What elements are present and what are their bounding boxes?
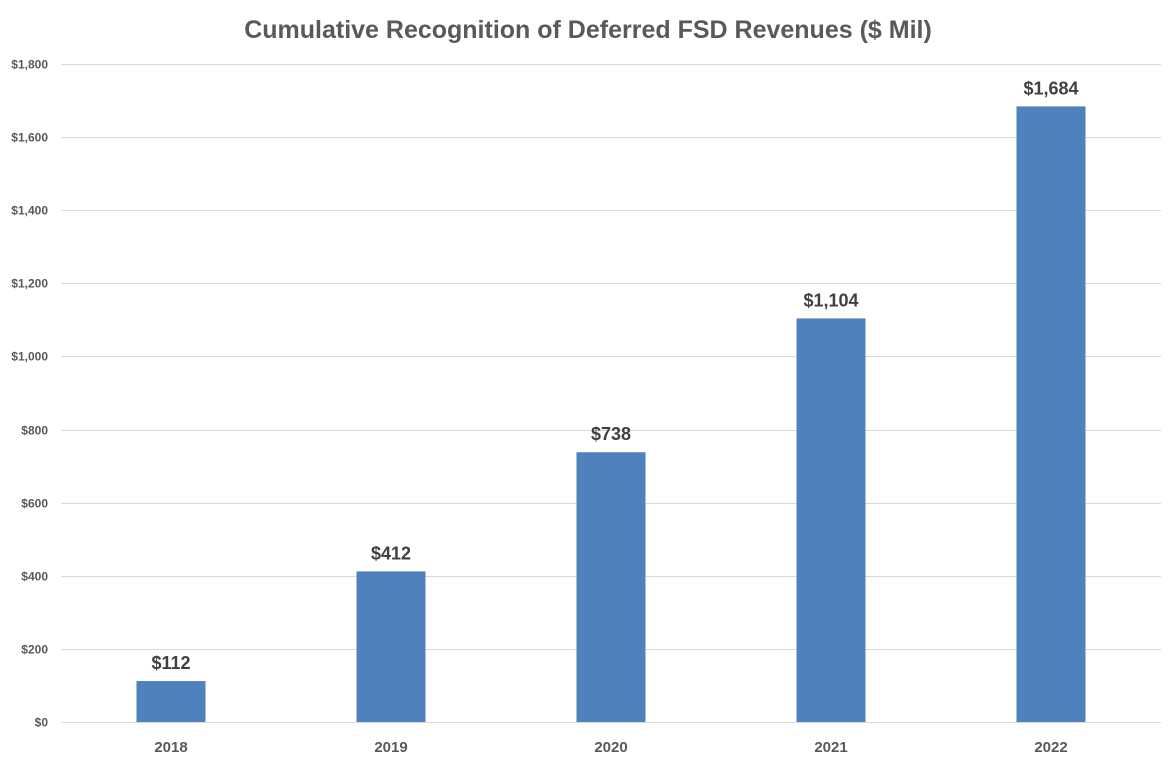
bar [1016, 106, 1086, 723]
y-tick-label: $1,400 [11, 204, 48, 218]
y-tick-label: $200 [21, 643, 48, 657]
y-tick-label: $400 [21, 570, 48, 584]
gridlines [61, 64, 1161, 723]
x-axis-tick-labels: 2018 2019 2020 2021 2022 [154, 739, 1067, 756]
bar [576, 452, 646, 722]
y-tick-label: $1,200 [11, 277, 48, 291]
y-tick-label: $0 [35, 716, 49, 730]
y-tick-label: $600 [21, 497, 48, 511]
bars [136, 106, 1086, 723]
data-label: $412 [371, 543, 411, 563]
x-tick-label: 2021 [814, 739, 847, 756]
data-label: $1,104 [803, 290, 858, 310]
chart-title: Cumulative Recognition of Deferred FSD R… [244, 16, 932, 44]
data-label: $112 [151, 653, 190, 673]
y-axis-tick-labels: $0 $200 $400 $600 $800 $1,000 $1,200 $1,400 $1,6… [11, 58, 48, 730]
x-tick-label: 2019 [374, 739, 407, 756]
x-tick-label: 2020 [594, 739, 627, 756]
data-label: $738 [591, 424, 631, 444]
bar [796, 318, 866, 722]
y-tick-label: $1,000 [11, 350, 48, 364]
x-tick-label: 2018 [154, 739, 187, 756]
y-tick-label: $1,600 [11, 131, 48, 145]
bar [356, 571, 426, 722]
x-tick-label: 2022 [1034, 739, 1067, 756]
data-label: $1,684 [1023, 78, 1078, 98]
data-labels: $112 $412 $738 $1,104 $1,684 [151, 78, 1078, 673]
bar [136, 681, 206, 722]
y-tick-label: $1,800 [11, 58, 48, 72]
y-tick-label: $800 [21, 424, 48, 438]
